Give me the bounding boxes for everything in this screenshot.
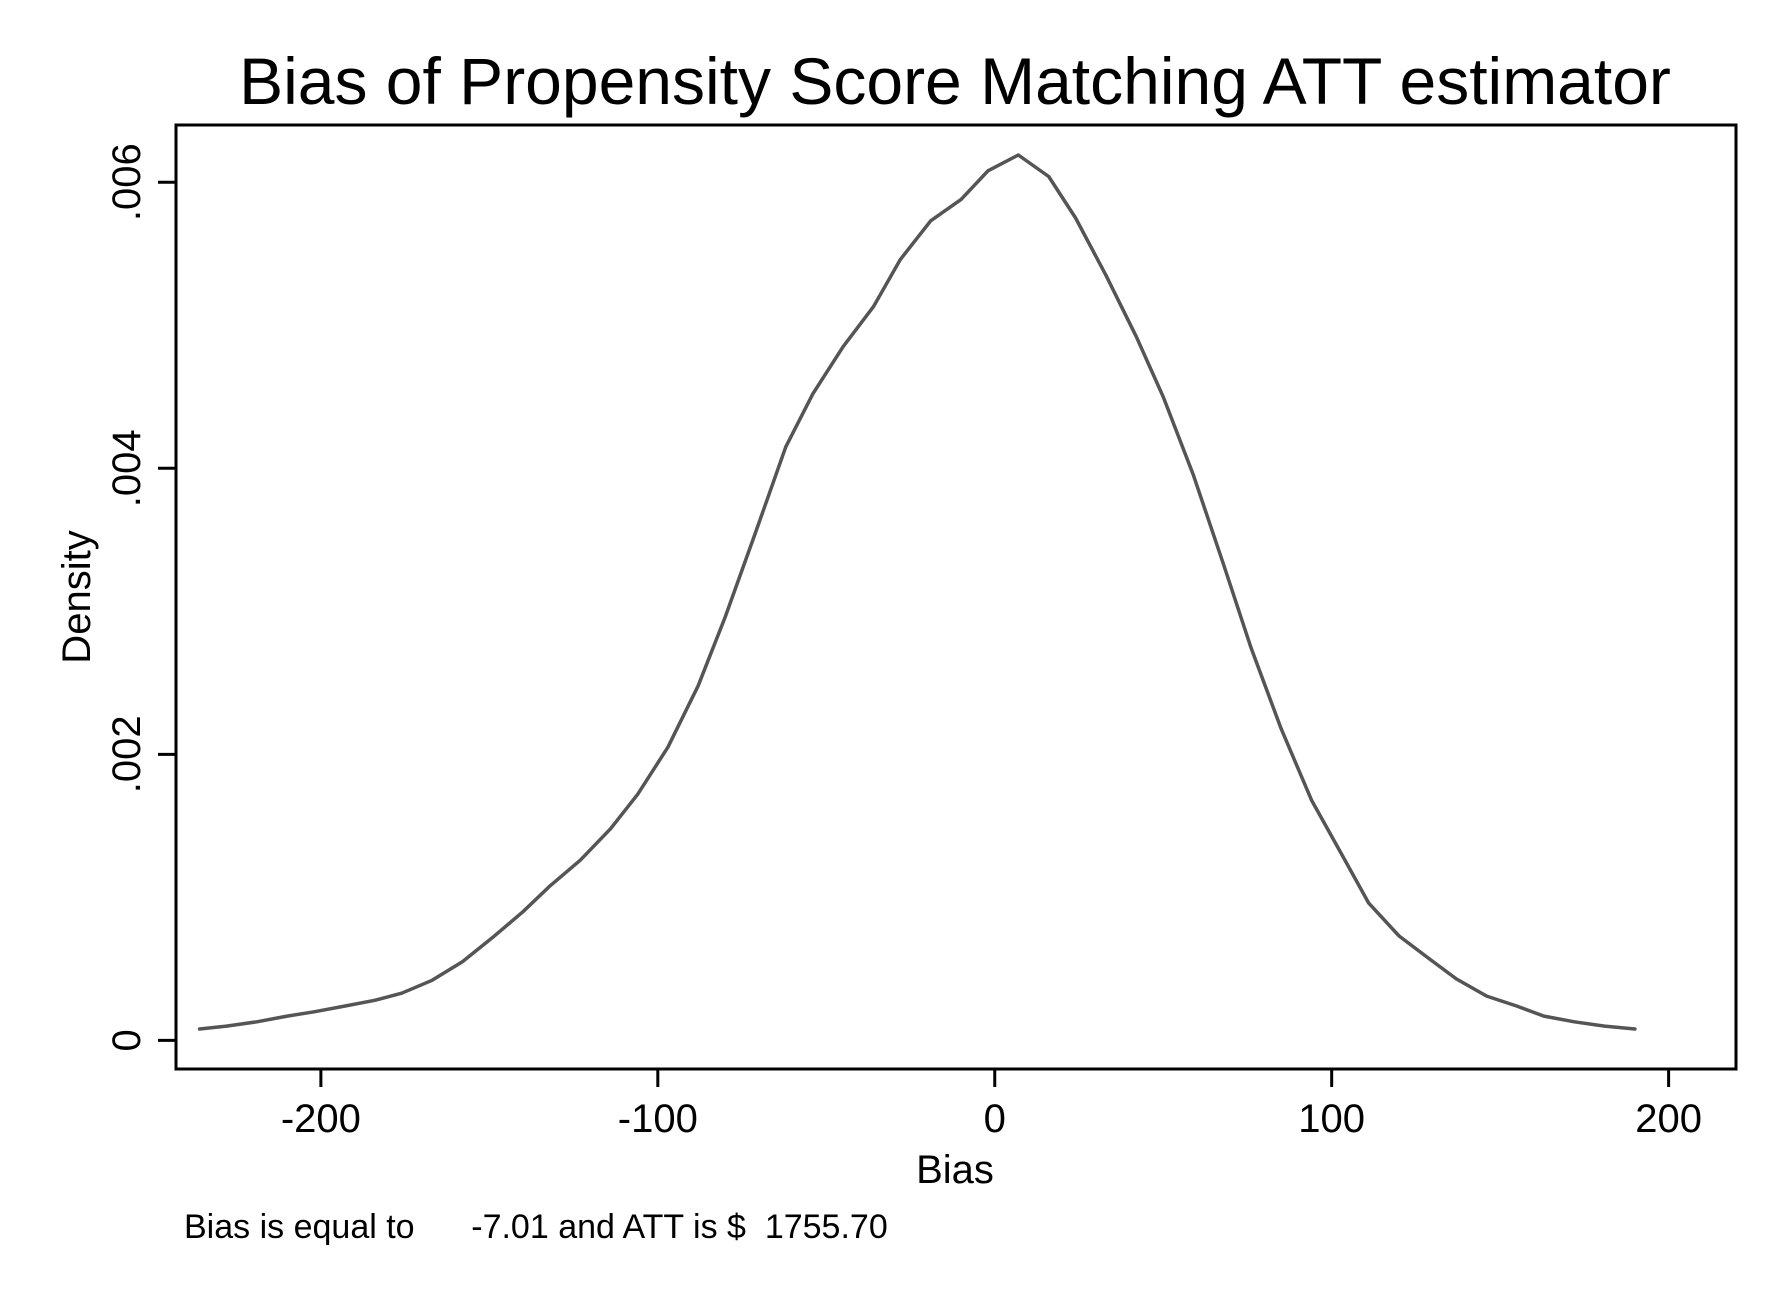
data-point <box>1249 645 1253 649</box>
data-point <box>225 1024 228 1028</box>
data-point <box>430 978 434 982</box>
data-point <box>1340 853 1344 856</box>
data-point <box>1161 395 1165 399</box>
x-tick-label: 200 <box>1635 1097 1702 1141</box>
data-point <box>841 345 845 349</box>
x-tick-label: 0 <box>984 1097 1006 1141</box>
data-point <box>1542 1014 1546 1018</box>
y-tick-label: .006 <box>105 143 149 221</box>
data-point <box>1279 727 1283 731</box>
data-point <box>1572 1020 1576 1024</box>
data-point <box>636 792 640 796</box>
data-point <box>1310 798 1313 802</box>
data-point <box>1192 473 1195 477</box>
y-axis-ticks: 0 .002 .004 .006 <box>105 143 176 1052</box>
data-point <box>491 935 495 939</box>
data-point <box>1427 957 1431 961</box>
y-axis-label: Density <box>55 530 99 663</box>
data-point <box>255 1020 259 1024</box>
y-tick-label: .004 <box>105 429 149 507</box>
data-point <box>343 1004 346 1008</box>
x-tick-label: -200 <box>281 1097 361 1141</box>
data-point <box>548 884 552 888</box>
data-point <box>723 615 727 619</box>
data-point <box>460 960 464 964</box>
data-point <box>198 1027 202 1031</box>
x-axis-ticks: -200 -100 0 100 200 <box>281 1069 1702 1141</box>
data-point <box>754 531 757 535</box>
data-point <box>1104 273 1108 277</box>
footnote: Bias is equal to -7.01 and ATT is $ 1755… <box>184 1208 888 1246</box>
data-point <box>312 1010 316 1014</box>
chart-title: Bias of Propensity Score Matching ATT es… <box>239 44 1671 118</box>
y-tick-label: 0 <box>105 1029 149 1051</box>
data-point <box>609 827 613 831</box>
data-point <box>521 910 525 914</box>
data-point <box>578 858 582 862</box>
data-point <box>1397 934 1401 938</box>
data-point <box>898 257 902 261</box>
data-point <box>929 219 933 223</box>
data-point <box>1134 335 1138 339</box>
x-tick-label: 100 <box>1298 1097 1365 1141</box>
data-point <box>1485 994 1489 998</box>
data-point <box>400 991 404 995</box>
data-point <box>1515 1004 1519 1008</box>
series-line <box>197 153 1637 1031</box>
data-point <box>696 684 700 688</box>
data-point <box>784 445 788 449</box>
data-point <box>1074 216 1078 220</box>
x-tick-label: -100 <box>618 1097 698 1141</box>
data-point <box>285 1014 289 1018</box>
data-points <box>198 153 1637 1031</box>
y-tick-label: .002 <box>105 715 149 793</box>
data-point <box>1603 1024 1607 1028</box>
data-point <box>811 392 815 396</box>
data-point <box>1633 1027 1637 1031</box>
data-point <box>666 745 670 749</box>
data-point <box>1367 901 1371 905</box>
data-point <box>1454 977 1458 981</box>
x-axis-label: Bias <box>916 1148 994 1192</box>
data-point <box>986 169 990 173</box>
data-point <box>1222 564 1226 567</box>
data-point <box>1016 153 1020 157</box>
plot-area-frame <box>174 123 1738 1071</box>
data-point <box>959 197 963 201</box>
data-point <box>1047 175 1051 178</box>
data-point <box>373 998 377 1002</box>
data-point <box>872 305 875 309</box>
